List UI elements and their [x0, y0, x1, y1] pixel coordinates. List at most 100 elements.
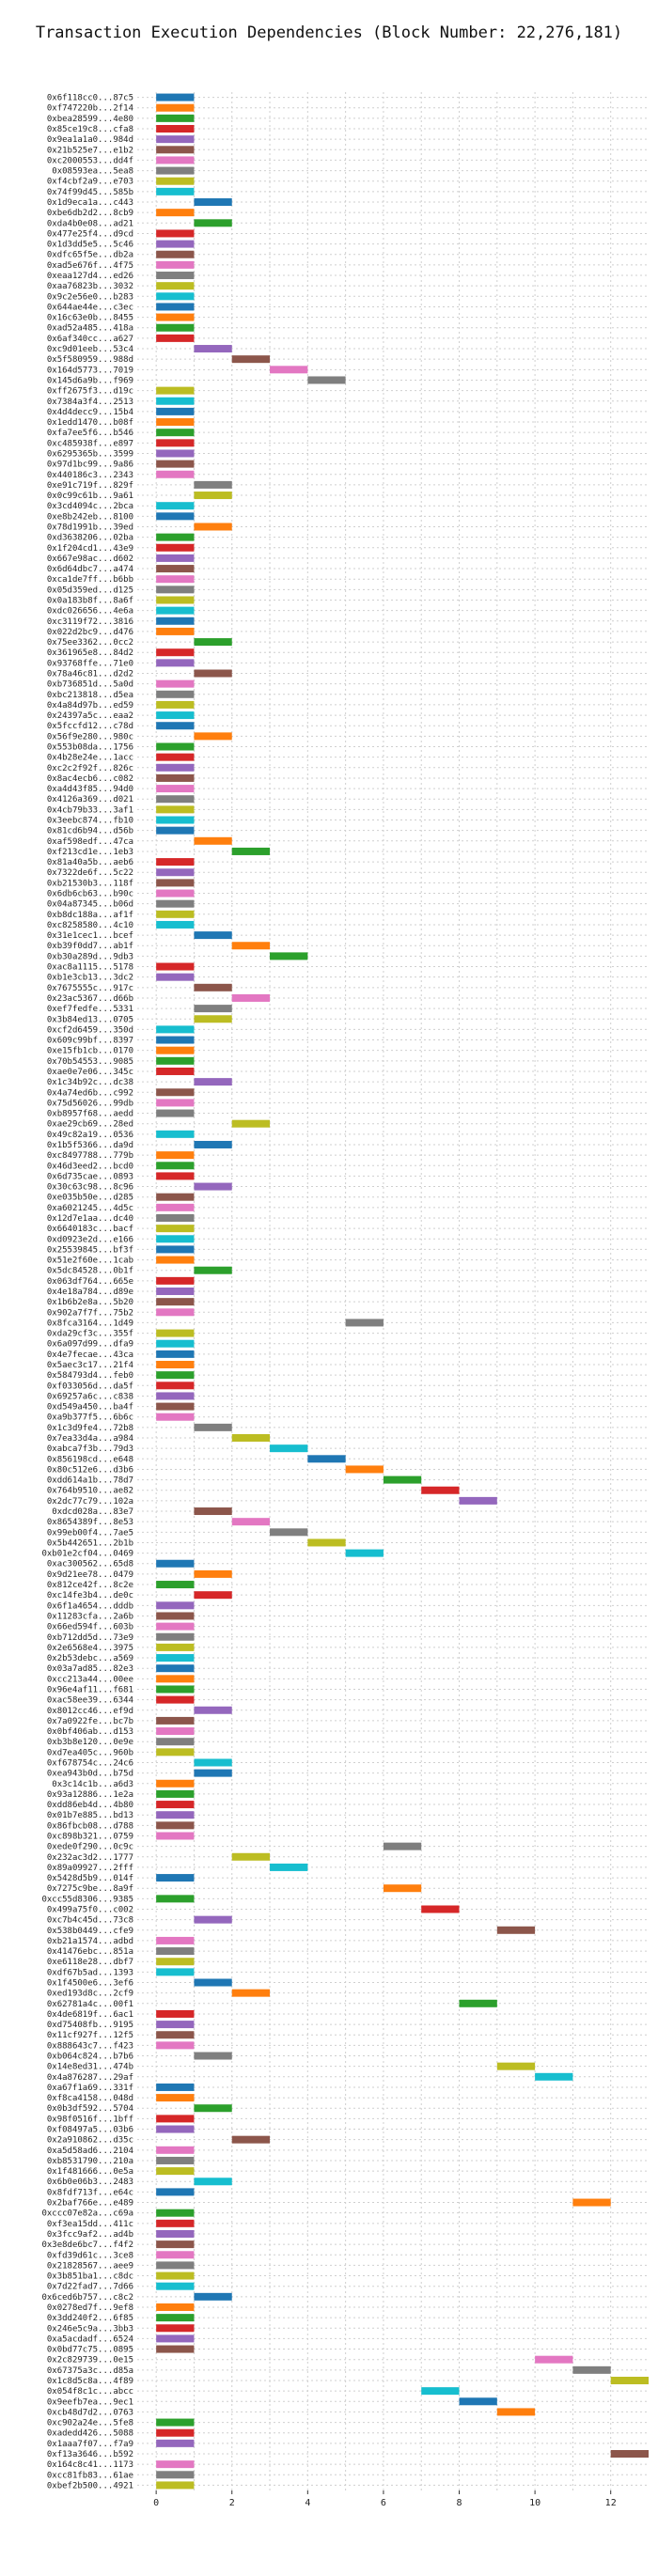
transaction-label: 0xb01e2cf04...0469 — [41, 1550, 133, 1559]
transaction-bar — [194, 492, 232, 500]
transaction-bar — [383, 1475, 422, 1484]
transaction-label: 0x1d3dd5e5...5c46 — [47, 241, 133, 250]
transaction-label: 0x5428d5b9...014f — [47, 1874, 133, 1883]
transaction-label: 0x6f118cc0...87c5 — [47, 94, 133, 103]
transaction-bar — [535, 2072, 573, 2081]
transaction-label: 0x75d56026...99db — [47, 1099, 133, 1108]
transaction-bar — [156, 1235, 195, 1243]
transaction-label: 0xfa7ee5f6...b546 — [47, 429, 133, 438]
transaction-bar — [156, 1213, 195, 1222]
transaction-label: 0xad52a485...418a — [47, 324, 133, 334]
transaction-label: 0x3b84ed13...0705 — [47, 1015, 133, 1024]
transaction-label: 0xbef2b500...4921 — [47, 2481, 133, 2490]
transaction-label: 0x8ac4ecb6...c082 — [47, 774, 133, 784]
transaction-label: 0x0bd77c75...0895 — [47, 2346, 133, 2355]
transaction-label: 0x11283cfa...2a6b — [47, 1612, 133, 1621]
transaction-label: 0x9c2e56e0...b283 — [47, 292, 133, 302]
transaction-bar — [156, 858, 195, 866]
transaction-label: 0x2e6568e4...3975 — [47, 1644, 133, 1653]
transaction-bar — [194, 836, 232, 845]
transaction-label: 0xaf598edf...47ca — [47, 837, 133, 847]
transaction-bar — [156, 1727, 195, 1736]
transaction-label: 0xae0e7e06...345c — [47, 1068, 133, 1077]
transaction-bar — [156, 962, 195, 971]
transaction-label: 0x7d22fad7...7d66 — [47, 2283, 133, 2292]
transaction-bar — [156, 2125, 195, 2133]
transaction-bar — [156, 1371, 195, 1380]
transaction-bar — [156, 1801, 195, 1809]
transaction-label: 0x3e8de6bc7...f4f2 — [41, 2240, 133, 2250]
transaction-label: 0xc902a24e...5fe8 — [47, 2419, 133, 2428]
transaction-bar — [156, 93, 195, 101]
transaction-bar — [156, 303, 195, 311]
transaction-bar — [156, 1308, 195, 1317]
transaction-label: 0xa67f1a69...331f — [47, 2084, 133, 2093]
transaction-bar — [156, 659, 195, 667]
transaction-bar — [156, 2418, 195, 2427]
transaction-bar — [270, 1528, 308, 1537]
transaction-label: 0x477e25f4...d9cd — [47, 229, 133, 239]
transaction-label: 0xdd614a1b...78d7 — [47, 1476, 133, 1486]
transaction-bar — [156, 250, 195, 258]
transaction-bar — [156, 2094, 195, 2102]
transaction-bar — [156, 1413, 195, 1421]
transaction-label: 0xd0923e2d...e166 — [47, 1235, 133, 1244]
transaction-bar — [156, 826, 195, 835]
transaction-label: 0x6af340cc...a627 — [47, 335, 133, 344]
transaction-label: 0x30c63c98...8c96 — [47, 1183, 133, 1193]
transaction-bar — [231, 1989, 271, 1997]
transaction-bar — [307, 376, 346, 384]
transaction-label: 0x1f204cd1...43e9 — [47, 544, 133, 554]
transaction-label: 0xb21a1574...adbd — [47, 1937, 133, 1946]
transaction-bar — [156, 177, 195, 185]
transaction-label: 0x21b525e7...e1b2 — [47, 146, 133, 155]
transaction-label: 0xeaa127d4...ed26 — [47, 272, 133, 281]
transaction-label: 0xb21530b3...118f — [47, 879, 133, 888]
transaction-bar — [156, 1895, 195, 1903]
transaction-bar — [421, 1486, 460, 1494]
transaction-bar — [156, 114, 195, 122]
transaction-bar — [156, 2481, 195, 2490]
transaction-label: 0x6295365b...3599 — [47, 449, 133, 459]
transaction-label: 0xbc213818...d5ea — [47, 691, 133, 700]
transaction-label: 0x2baf766e...e489 — [47, 2199, 133, 2209]
transaction-bar — [156, 2272, 195, 2280]
transaction-bar — [156, 805, 195, 814]
transaction-bar — [156, 596, 195, 604]
transaction-label: 0x4d4decc9...15b4 — [47, 408, 133, 417]
transaction-bar — [194, 732, 232, 741]
transaction-bar — [496, 2408, 536, 2416]
transaction-bar — [535, 2355, 573, 2364]
transaction-bar — [231, 1434, 271, 1443]
transaction-bar — [156, 1622, 195, 1631]
transaction-bar — [156, 2188, 195, 2196]
transaction-bar — [194, 1507, 232, 1516]
transaction-bar — [156, 2314, 195, 2322]
transaction-label: 0x41476ebc...851a — [47, 1947, 133, 1957]
transaction-label: 0xb3b8e120...0e9e — [47, 1738, 133, 1747]
transaction-bar — [156, 460, 195, 468]
transaction-label: 0x7275c9be...8a9f — [47, 1884, 133, 1894]
transaction-label: 0x93768ffe...71e0 — [47, 659, 133, 668]
transaction-label: 0x51e2f60e...1cab — [47, 1257, 133, 1266]
transaction-label: 0xe6118e28...dbf7 — [47, 1958, 133, 1967]
transaction-bar — [156, 533, 195, 541]
transaction-bar — [156, 2115, 195, 2123]
transaction-label: 0x23ac5367...d66b — [47, 994, 133, 1004]
transaction-bar — [156, 910, 195, 918]
transaction-bar — [156, 722, 195, 730]
transaction-label: 0x1d9eca1a...c443 — [47, 198, 133, 208]
transaction-bar — [156, 1821, 195, 1830]
transaction-bar — [194, 1423, 232, 1431]
transaction-label: 0x2b53debc...a569 — [47, 1654, 133, 1663]
transaction-label: 0x86fbcb08...d788 — [47, 1821, 133, 1831]
transaction-label: 0x12d7e1aa...dc40 — [47, 1214, 133, 1224]
transaction-bar — [156, 2021, 195, 2029]
transaction-label: 0xadedd426...5088 — [47, 2429, 133, 2439]
transaction-label: 0x3eebc874...fb10 — [47, 817, 133, 826]
transaction-bar — [156, 1936, 195, 1944]
transaction-bar — [156, 156, 195, 164]
transaction-bar — [345, 1549, 384, 1557]
transaction-bar — [194, 198, 232, 207]
transaction-label: 0xc8258580...4c10 — [47, 921, 133, 930]
